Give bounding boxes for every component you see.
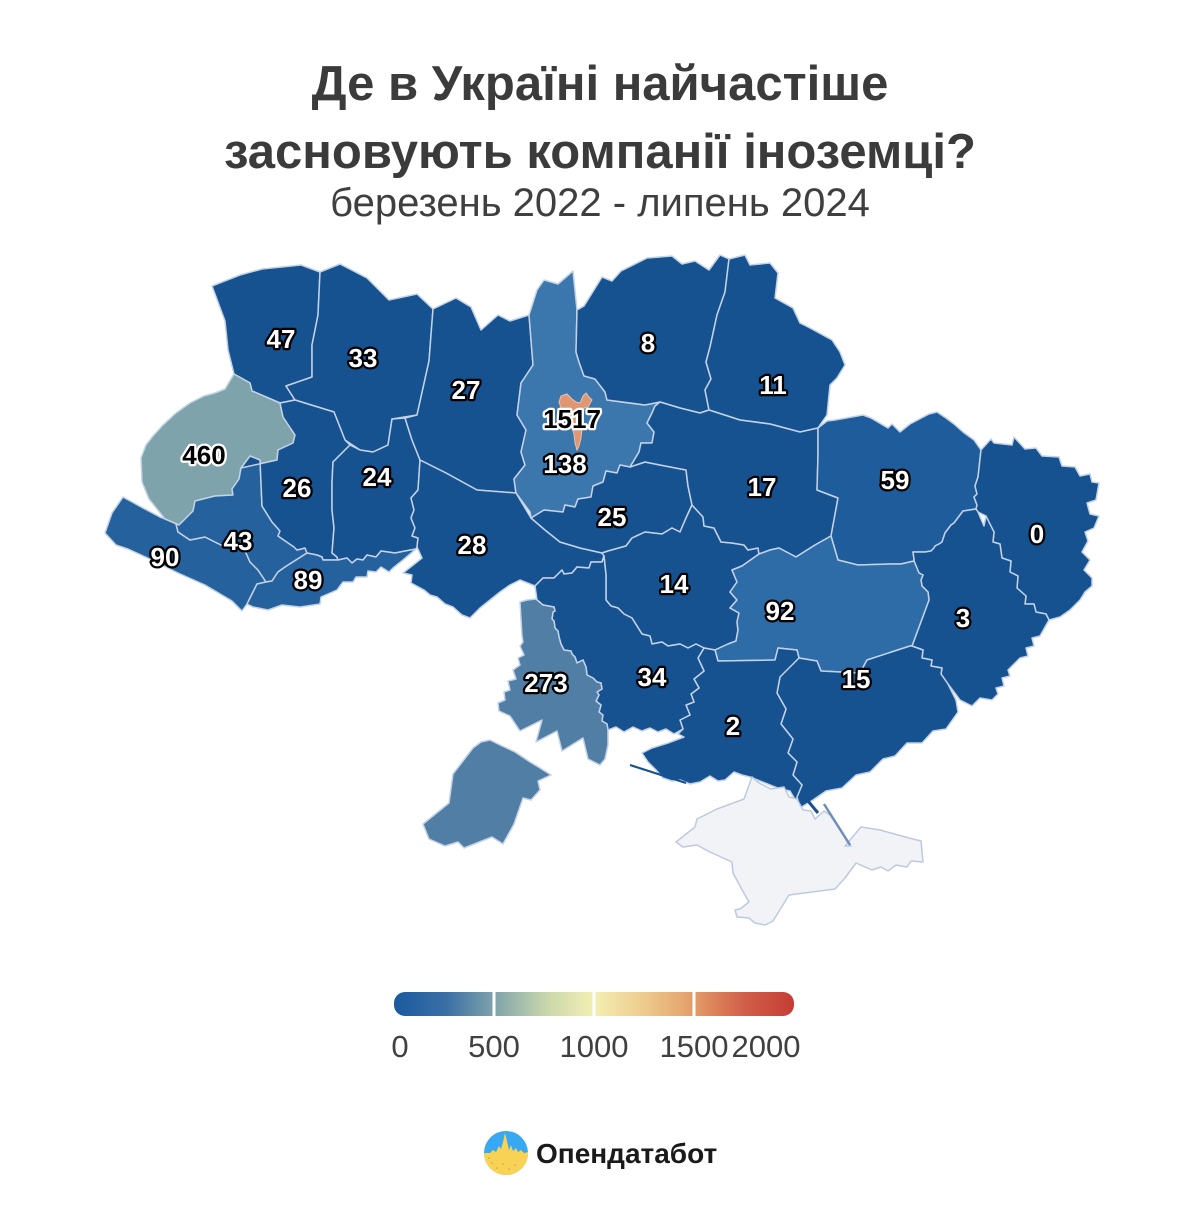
svg-text:47: 47 (267, 324, 296, 354)
svg-text:59: 59 (881, 465, 910, 495)
svg-text:500: 500 (468, 1029, 520, 1064)
svg-text:17: 17 (748, 472, 777, 502)
svg-text:460: 460 (182, 440, 225, 470)
svg-text:3: 3 (956, 603, 970, 633)
svg-text:89: 89 (294, 565, 323, 595)
svg-text:засновують компанії іноземці?: засновують компанії іноземці? (224, 125, 976, 179)
svg-text:27: 27 (452, 375, 481, 405)
svg-text:0: 0 (1030, 519, 1044, 549)
svg-text:24: 24 (363, 462, 392, 492)
svg-text:березень 2022 - липень 2024: березень 2022 - липень 2024 (330, 181, 870, 225)
svg-text:33: 33 (349, 343, 378, 373)
svg-text:15: 15 (842, 664, 871, 694)
svg-text:8: 8 (641, 328, 655, 358)
svg-text:Де в Україні найчастіше: Де в Україні найчастіше (312, 57, 889, 111)
svg-text:0: 0 (391, 1029, 408, 1064)
svg-text:26: 26 (283, 473, 312, 503)
svg-text:14: 14 (660, 569, 689, 599)
svg-text:138: 138 (543, 449, 586, 479)
svg-text:43: 43 (224, 526, 253, 556)
svg-text:273: 273 (524, 668, 567, 698)
svg-text:90: 90 (151, 542, 180, 572)
svg-text:25: 25 (598, 502, 627, 532)
svg-text:2000: 2000 (732, 1029, 801, 1064)
svg-text:34: 34 (638, 662, 667, 692)
svg-text:1000: 1000 (560, 1029, 629, 1064)
svg-text:2: 2 (726, 711, 740, 741)
svg-text:11: 11 (759, 370, 787, 400)
svg-text:1500: 1500 (660, 1029, 729, 1064)
svg-text:92: 92 (766, 596, 795, 626)
svg-text:28: 28 (458, 530, 487, 560)
svg-text:1517: 1517 (543, 404, 601, 434)
svg-text:Опендатабот: Опендатабот (536, 1138, 717, 1169)
